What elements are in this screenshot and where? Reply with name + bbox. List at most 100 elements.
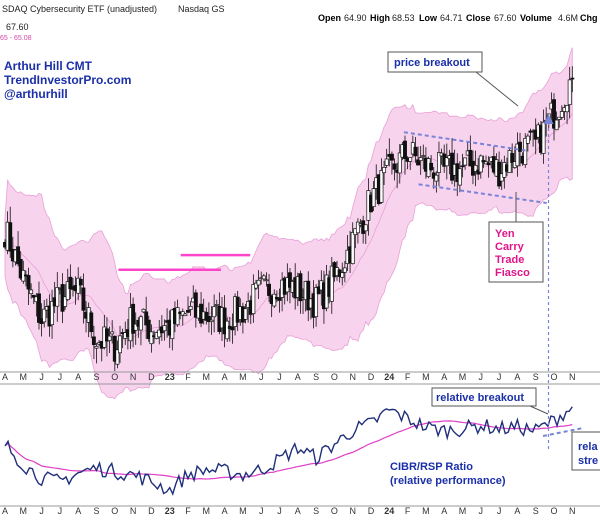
candlestick — [162, 319, 167, 341]
candle-body — [162, 325, 167, 332]
candlestick — [214, 299, 219, 317]
relative-breakout-callout: relative breakout — [431, 387, 549, 415]
candle-body — [212, 306, 217, 318]
price-breakout-callout: price breakout — [387, 51, 519, 107]
candle-body — [16, 246, 21, 265]
x-tick-label: S — [533, 506, 539, 516]
candlestick — [363, 224, 368, 245]
candlestick — [397, 144, 402, 184]
candle-body — [18, 259, 23, 279]
candlestick — [408, 157, 413, 171]
candle-body — [403, 140, 407, 159]
candlestick — [68, 264, 73, 300]
candle-body — [76, 277, 81, 294]
candlestick — [42, 299, 47, 328]
x-tick-label: M — [459, 506, 467, 516]
candle-body — [340, 272, 345, 278]
candle-body — [389, 153, 394, 161]
candle-body — [523, 138, 528, 165]
candle-body — [478, 155, 483, 173]
candle-body — [107, 335, 112, 341]
candlestick — [254, 279, 258, 291]
x-tick-label: N — [569, 506, 576, 516]
x-tick-label: A — [2, 372, 8, 382]
candlestick — [559, 105, 564, 120]
candlestick — [170, 308, 175, 351]
candle-body — [254, 282, 258, 289]
x-tick-label: J — [58, 506, 63, 516]
candlestick — [413, 137, 418, 163]
x-tick-label: J — [58, 372, 63, 382]
x-tick-label: F — [185, 506, 191, 516]
candlestick — [557, 116, 562, 128]
x-tick-label: J — [497, 372, 502, 382]
candle-body — [418, 157, 423, 161]
candle-body — [298, 273, 303, 302]
stre-fragment: stre — [578, 455, 598, 467]
x-tick-label: S — [533, 372, 539, 382]
candlestick — [16, 231, 21, 267]
candlestick — [8, 206, 13, 258]
candlestick — [91, 325, 96, 360]
candle-body — [214, 304, 219, 306]
candlestick — [186, 296, 190, 314]
candle-body — [118, 335, 122, 354]
candlestick — [37, 281, 41, 330]
x-tick-label: A — [441, 506, 447, 516]
candlestick — [133, 312, 138, 345]
candle-body — [570, 77, 575, 80]
candlestick — [272, 289, 277, 308]
candlestick — [138, 314, 143, 346]
candle-body — [42, 308, 47, 323]
candle-body — [371, 188, 376, 208]
candle-body — [133, 323, 138, 331]
candlestick — [277, 288, 282, 313]
candlestick — [209, 306, 214, 335]
candle-body — [63, 296, 68, 307]
candlestick — [298, 270, 303, 314]
candlestick — [434, 171, 439, 193]
x-tick-label: A — [295, 506, 301, 516]
candle-body — [565, 104, 570, 113]
ratio-moving-average — [4, 420, 573, 480]
candle-body — [541, 121, 546, 154]
x-tick-label: M — [422, 372, 430, 382]
candlestick — [110, 320, 115, 344]
high-label: High — [370, 13, 390, 23]
candlestick — [26, 267, 31, 306]
candle-body — [288, 272, 292, 288]
price-panel — [3, 47, 575, 400]
candle-body — [515, 143, 520, 167]
candlestick — [118, 325, 122, 363]
candle-body — [91, 336, 96, 346]
volume-value: 4.6M — [558, 13, 578, 23]
candlestick — [175, 299, 180, 327]
candle-body — [256, 279, 261, 286]
candlestick — [565, 104, 570, 125]
candle-body — [65, 281, 70, 300]
candlestick — [225, 317, 230, 342]
candle-body — [363, 224, 368, 232]
yen-line-1: Yen — [495, 228, 515, 240]
candle-body — [138, 316, 143, 331]
candle-body — [408, 157, 413, 162]
candlestick — [193, 289, 198, 328]
candle-body — [94, 345, 99, 349]
band-value-label: 65 - 65.08 — [0, 35, 32, 42]
candle-body — [355, 221, 360, 234]
x-tick-label: M — [203, 506, 211, 516]
candle-body — [112, 335, 117, 362]
candle-body — [518, 141, 522, 152]
candlestick — [392, 158, 397, 181]
candlestick — [554, 111, 559, 131]
candlestick — [94, 342, 99, 364]
candlestick — [267, 274, 271, 303]
candle-body — [175, 307, 180, 326]
x-tick-label: S — [93, 372, 99, 382]
change-label: Chg — [580, 13, 598, 23]
x-tick-label: A — [514, 506, 520, 516]
candlestick — [384, 148, 389, 168]
x-tick-label: S — [93, 506, 99, 516]
candle-body — [170, 309, 175, 340]
